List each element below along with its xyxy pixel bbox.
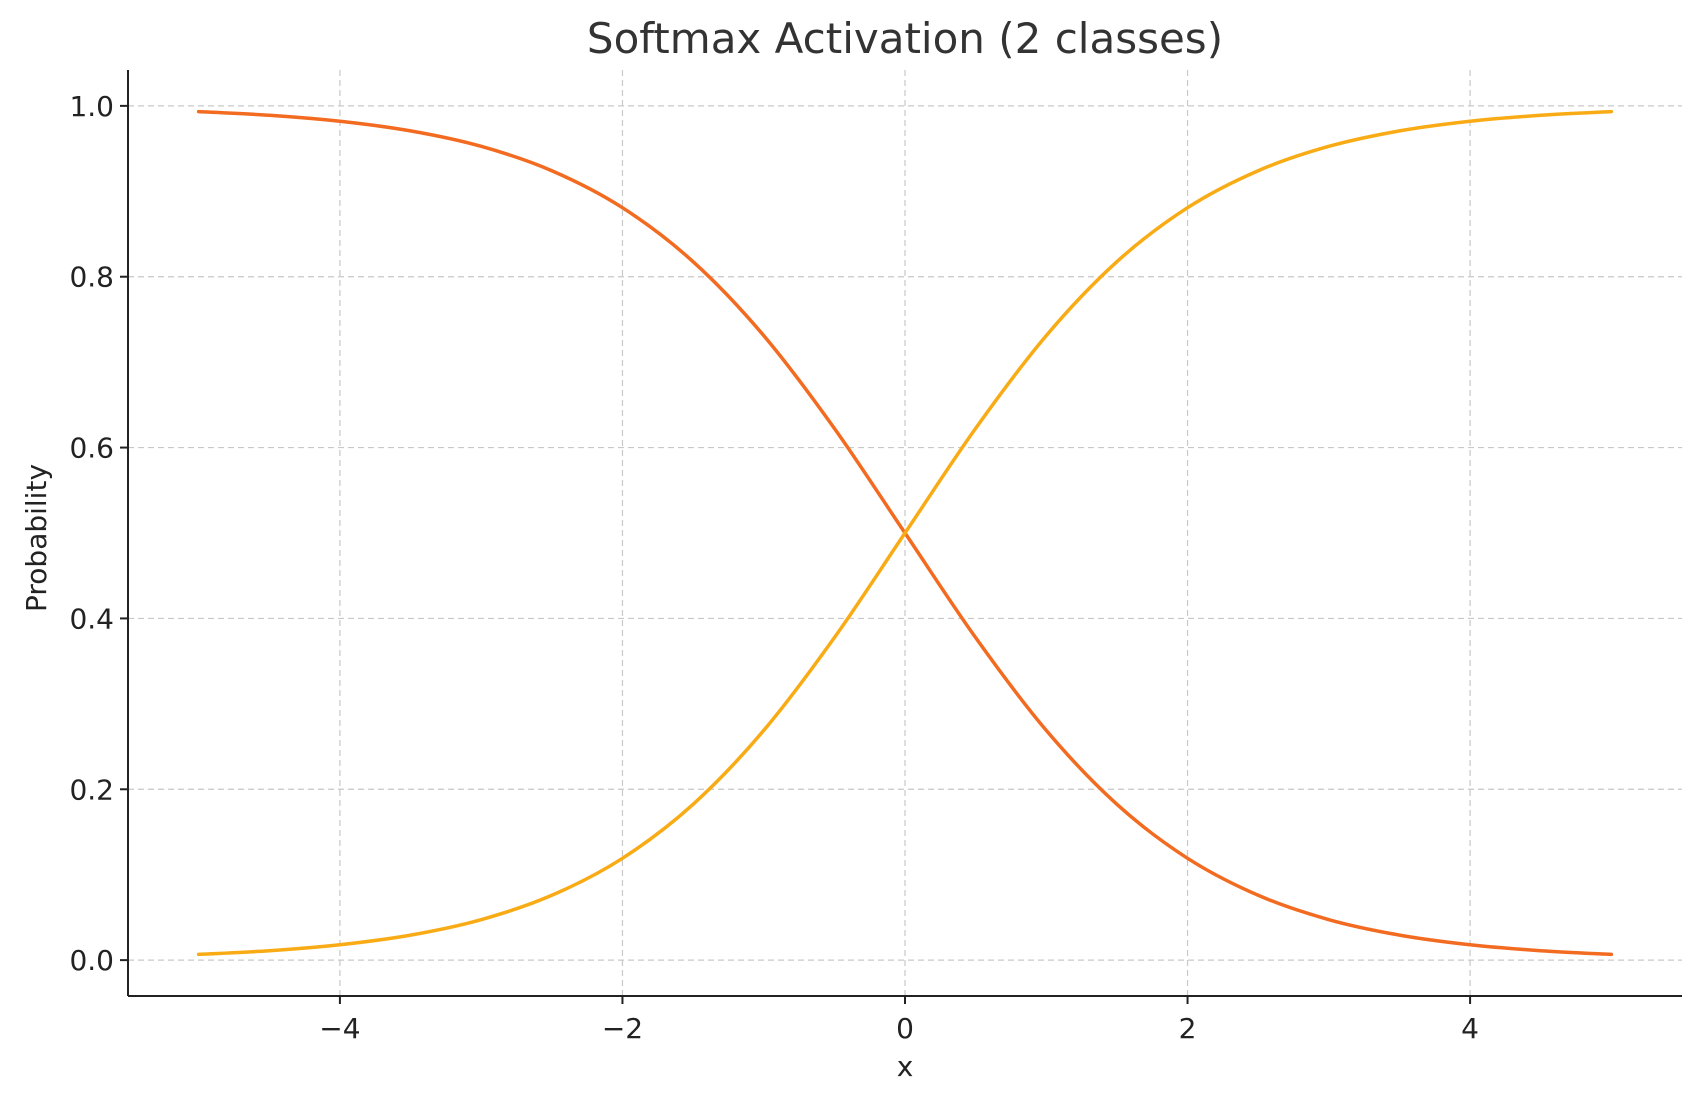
series-lines: [196, 109, 1614, 957]
x-tick-label: −4: [319, 1012, 360, 1045]
x-axis-label: x: [897, 1050, 914, 1083]
y-tick-label: 0.6: [69, 432, 114, 465]
y-tick-label: 0.0: [69, 944, 114, 977]
gridlines: [128, 70, 1682, 996]
y-tick-label: 0.4: [69, 602, 114, 635]
x-tick-label: 4: [1461, 1012, 1479, 1045]
ticks: −4 −2 0 2 4 0.0 0.2 0.4 0.6 0.8 1.0: [69, 90, 1479, 1045]
y-tick-label: 0.2: [69, 773, 114, 806]
y-tick-label: 0.8: [69, 261, 114, 294]
chart-title: Softmax Activation (2 classes): [587, 14, 1223, 63]
x-tick-label: 0: [896, 1012, 914, 1045]
y-tick-label: 1.0: [69, 90, 114, 123]
y-axis-label: Probability: [20, 464, 53, 612]
x-tick-label: 2: [1179, 1012, 1197, 1045]
x-tick-label: −2: [602, 1012, 643, 1045]
series-line-2: [196, 109, 1614, 957]
